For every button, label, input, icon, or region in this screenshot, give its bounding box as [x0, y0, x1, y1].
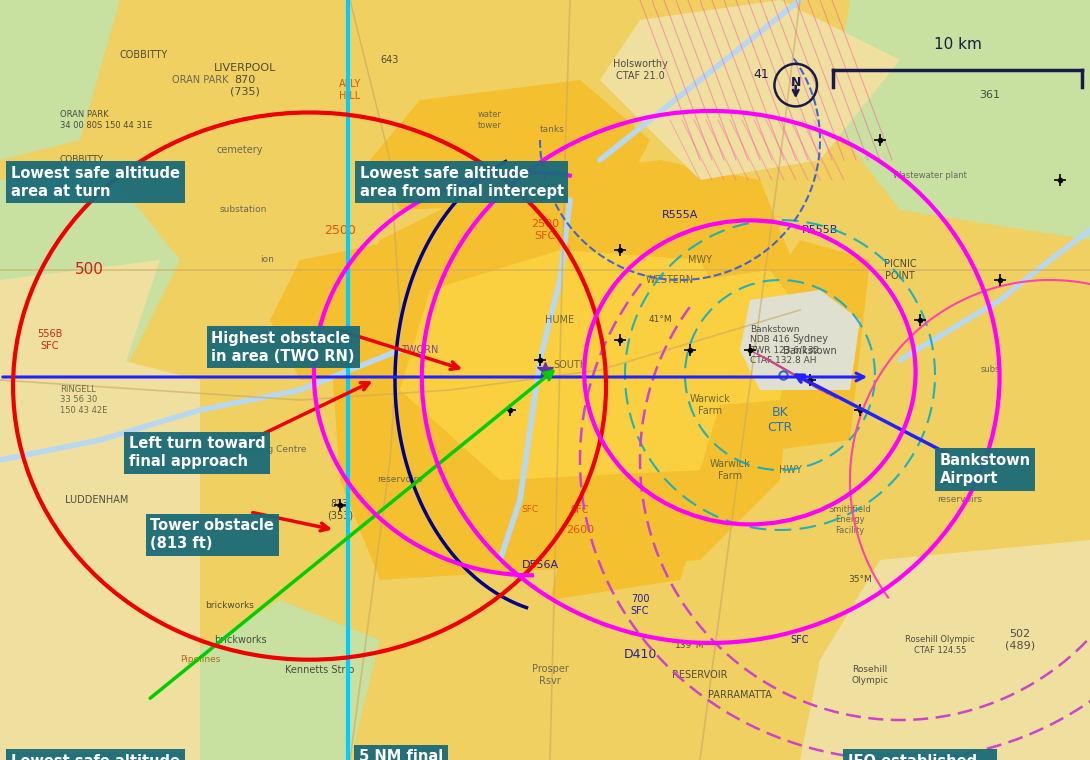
Text: brickworks: brickworks: [206, 600, 254, 610]
Text: SFC: SFC: [571, 505, 590, 515]
Polygon shape: [661, 270, 800, 410]
Text: Holsworthy
CTAF 21.0: Holsworthy CTAF 21.0: [613, 59, 667, 81]
Text: Bankstown
Airport: Bankstown Airport: [940, 453, 1031, 486]
Text: 2600: 2600: [566, 525, 594, 535]
Text: MWY: MWY: [688, 255, 712, 265]
Text: COBBITTY: COBBITTY: [60, 156, 105, 164]
Polygon shape: [740, 290, 860, 390]
Text: Lowest safe altitude
area from final intercept: Lowest safe altitude area from final int…: [360, 166, 564, 198]
Text: 361: 361: [980, 90, 1001, 100]
Text: N: N: [790, 76, 801, 89]
Text: IEQ established
on final approach: IEQ established on final approach: [848, 754, 993, 760]
Text: Bankstown
NDB 416
TWR 123.6/132.
CTAF 132.8 AH: Bankstown NDB 416 TWR 123.6/132. CTAF 13…: [750, 325, 822, 365]
Text: 500: 500: [75, 262, 104, 277]
Text: HUME: HUME: [545, 315, 574, 325]
Polygon shape: [600, 0, 900, 180]
Text: reservoirs: reservoirs: [937, 496, 982, 505]
Polygon shape: [550, 520, 700, 600]
Text: brickworks: brickworks: [214, 635, 266, 645]
Text: ion: ion: [261, 255, 274, 264]
Polygon shape: [180, 600, 380, 760]
Text: 41°M: 41°M: [649, 315, 671, 325]
Text: Warwick
Farm: Warwick Farm: [690, 394, 730, 416]
Polygon shape: [270, 240, 460, 380]
Text: TWORN: TWORN: [401, 345, 438, 355]
Text: D410: D410: [623, 648, 656, 661]
Text: BK
CTR: BK CTR: [767, 406, 792, 434]
Text: 813
(353): 813 (353): [327, 499, 353, 521]
Text: RINGELL
33 56 30
150 43 42E: RINGELL 33 56 30 150 43 42E: [60, 385, 108, 415]
Text: 643: 643: [380, 55, 399, 65]
Text: Lowest safe altitude
area from 5NM final: Lowest safe altitude area from 5NM final: [11, 754, 180, 760]
Text: 10 km: 10 km: [934, 37, 981, 52]
Text: Tower obstacle
(813 ft): Tower obstacle (813 ft): [150, 518, 275, 551]
Text: PICNIC
POINT: PICNIC POINT: [884, 259, 917, 280]
Polygon shape: [330, 160, 800, 580]
Text: SFC: SFC: [790, 635, 809, 645]
Text: tanks: tanks: [540, 125, 565, 135]
Text: R555B: R555B: [802, 225, 838, 235]
Text: cemetery: cemetery: [217, 145, 264, 155]
Text: RESERVOIR: RESERVOIR: [673, 670, 728, 680]
Polygon shape: [370, 80, 650, 210]
Polygon shape: [0, 260, 160, 410]
Polygon shape: [829, 0, 1090, 240]
Text: subs: subs: [980, 366, 1000, 375]
Text: substation: substation: [220, 205, 267, 214]
Text: Sydney
Bankstown: Sydney Bankstown: [783, 334, 837, 356]
Text: Prosper
Rsvr: Prosper Rsvr: [532, 664, 569, 686]
Text: 700
SFC: 700 SFC: [631, 594, 650, 616]
Polygon shape: [0, 0, 120, 160]
Text: 35°M: 35°M: [848, 575, 872, 584]
Text: ORAN PARK
34 00 80S 150 44 31E: ORAN PARK 34 00 80S 150 44 31E: [60, 110, 153, 130]
Text: LIVERPOOL
870
(735): LIVERPOOL 870 (735): [214, 63, 276, 97]
Text: Lowest safe altitude
area at turn: Lowest safe altitude area at turn: [11, 166, 180, 198]
Text: water
tower: water tower: [479, 110, 502, 130]
Text: 556B
SFC: 556B SFC: [37, 329, 63, 351]
Text: Pipelines: Pipelines: [180, 655, 220, 664]
Text: SOUTH: SOUTH: [553, 360, 588, 370]
Text: Kennetts Strip: Kennetts Strip: [286, 665, 354, 675]
Text: 41: 41: [753, 68, 770, 81]
Polygon shape: [700, 240, 870, 460]
Text: 2500
SFC: 2500 SFC: [531, 219, 559, 241]
Text: Smithfield
Energy
Facility: Smithfield Energy Facility: [828, 505, 871, 535]
Text: 139°M: 139°M: [675, 641, 705, 650]
Text: 2500: 2500: [324, 223, 356, 236]
Text: 502
(489): 502 (489): [1005, 629, 1036, 651]
Text: D556A: D556A: [521, 560, 558, 570]
Text: Shooting Centre: Shooting Centre: [233, 445, 306, 454]
Text: PARRAMATTA: PARRAMATTA: [708, 690, 772, 700]
Text: Highest obstacle
in area (TWO RN): Highest obstacle in area (TWO RN): [211, 331, 355, 363]
Text: COBBITTY: COBBITTY: [120, 50, 168, 60]
Text: ALLY
HILL: ALLY HILL: [339, 79, 361, 101]
Text: reservoirs: reservoirs: [377, 476, 423, 485]
Polygon shape: [400, 250, 740, 480]
Text: Wastewater plant: Wastewater plant: [893, 170, 967, 179]
Text: HWY: HWY: [778, 465, 801, 475]
Text: R555A: R555A: [662, 210, 699, 220]
Text: WESTERN: WESTERN: [646, 275, 694, 285]
Text: SFC: SFC: [521, 505, 538, 515]
Polygon shape: [0, 360, 199, 760]
Text: 5 NM final: 5 NM final: [359, 749, 444, 760]
Text: Warwick
Farm: Warwick Farm: [710, 459, 750, 481]
Text: LUDDENHAM: LUDDENHAM: [65, 495, 129, 505]
Polygon shape: [0, 160, 180, 380]
Text: ORAN PARK: ORAN PARK: [172, 75, 228, 85]
Text: Left turn toward
final approach: Left turn toward final approach: [129, 436, 265, 469]
Text: Rosehill
Olympic: Rosehill Olympic: [851, 665, 888, 685]
Polygon shape: [820, 560, 1090, 760]
Polygon shape: [800, 540, 1090, 760]
Text: Rosehill Olympic
CTAF 124.55: Rosehill Olympic CTAF 124.55: [905, 635, 974, 654]
